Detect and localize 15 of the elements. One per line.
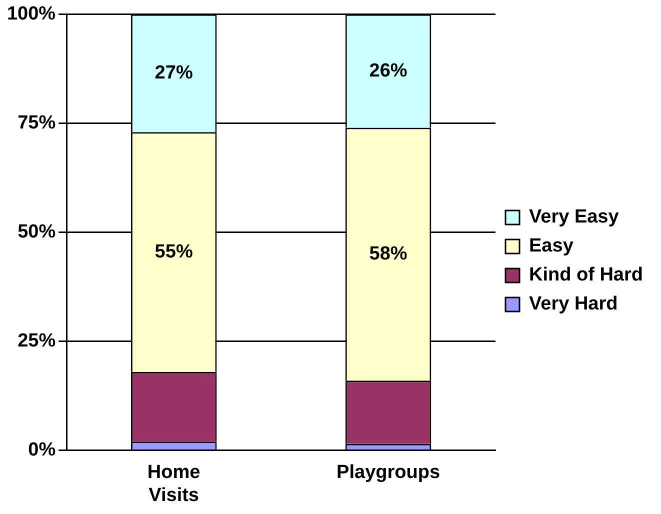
legend-label: Very Easy: [529, 206, 620, 228]
legend-label: Very Hard: [529, 294, 618, 315]
data-label: 26%: [369, 60, 408, 82]
x-tick-label: Home Visits: [147, 462, 200, 506]
y-tick-label: 100%: [6, 4, 56, 25]
y-tick-label: 0%: [28, 440, 56, 461]
y-tick-label: 75%: [18, 112, 56, 134]
y-tick-label: 50%: [18, 222, 56, 243]
data-label: 58%: [369, 243, 408, 264]
legend-label: Easy: [529, 236, 574, 257]
data-label: 27%: [154, 62, 193, 84]
data-label: 55%: [154, 241, 193, 262]
y-tick-label: 25%: [18, 330, 56, 352]
legend-label: Kind of Hard: [529, 264, 644, 286]
x-tick-label: Playgroups: [336, 462, 440, 484]
